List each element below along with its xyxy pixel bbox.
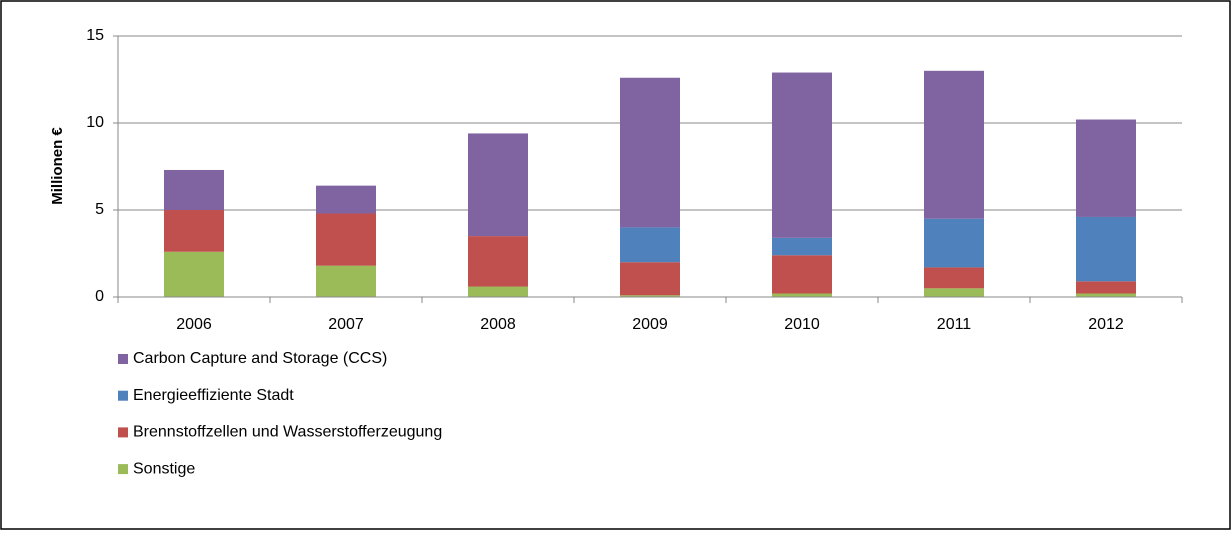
bar-segment [1076,119,1136,217]
x-tick-label: 2007 [328,316,364,333]
bar-segment [772,255,832,294]
bar-segment [620,262,680,296]
x-tick-label: 2010 [784,316,820,333]
x-tick-label: 2012 [1088,316,1124,333]
bar-segment [772,293,832,297]
bar-segment [772,237,832,256]
bar-segment [1076,281,1136,294]
legend-label: Carbon Capture and Storage (CCS) [133,350,387,367]
bar-segment [1076,216,1136,282]
bar-segment [316,265,376,297]
bar-segment [164,210,224,252]
bar-segment [620,227,680,263]
legend-swatch [118,390,128,401]
y-axis-label: Millionen € [49,127,66,205]
legend-swatch [118,464,128,475]
bar-segment [620,295,680,297]
bar-segment [924,288,984,297]
bar-segment [316,185,376,214]
legend-label: Brennstoffzellen und Wasserstofferzeugun… [133,424,442,441]
bar-segment [772,72,832,238]
bar-segment [316,213,376,266]
y-tick-label: 10 [86,114,104,131]
y-tick-label: 15 [86,27,104,44]
legend-swatch [118,427,128,438]
x-tick-label: 2011 [937,316,972,333]
bar-segment [468,286,528,297]
bar-segment [164,251,224,297]
bar-segment [924,267,984,289]
bar-segment [164,169,224,210]
x-tick-label: 2008 [480,316,516,333]
y-tick-label: 5 [95,201,104,218]
y-tick-label: 0 [95,288,104,305]
x-tick-label: 2009 [632,316,668,333]
bar-segment [468,236,528,287]
bar-segment [924,218,984,268]
legend-swatch [118,354,128,364]
legend-label: Energieeffiziente Stadt [133,387,294,404]
x-tick-label: 2006 [176,316,212,333]
bar-segment [468,133,528,237]
legend-label: Sonstige [133,460,195,477]
bar-segment [620,77,680,228]
bar-segment [924,70,984,219]
bar-segment [1076,293,1136,297]
